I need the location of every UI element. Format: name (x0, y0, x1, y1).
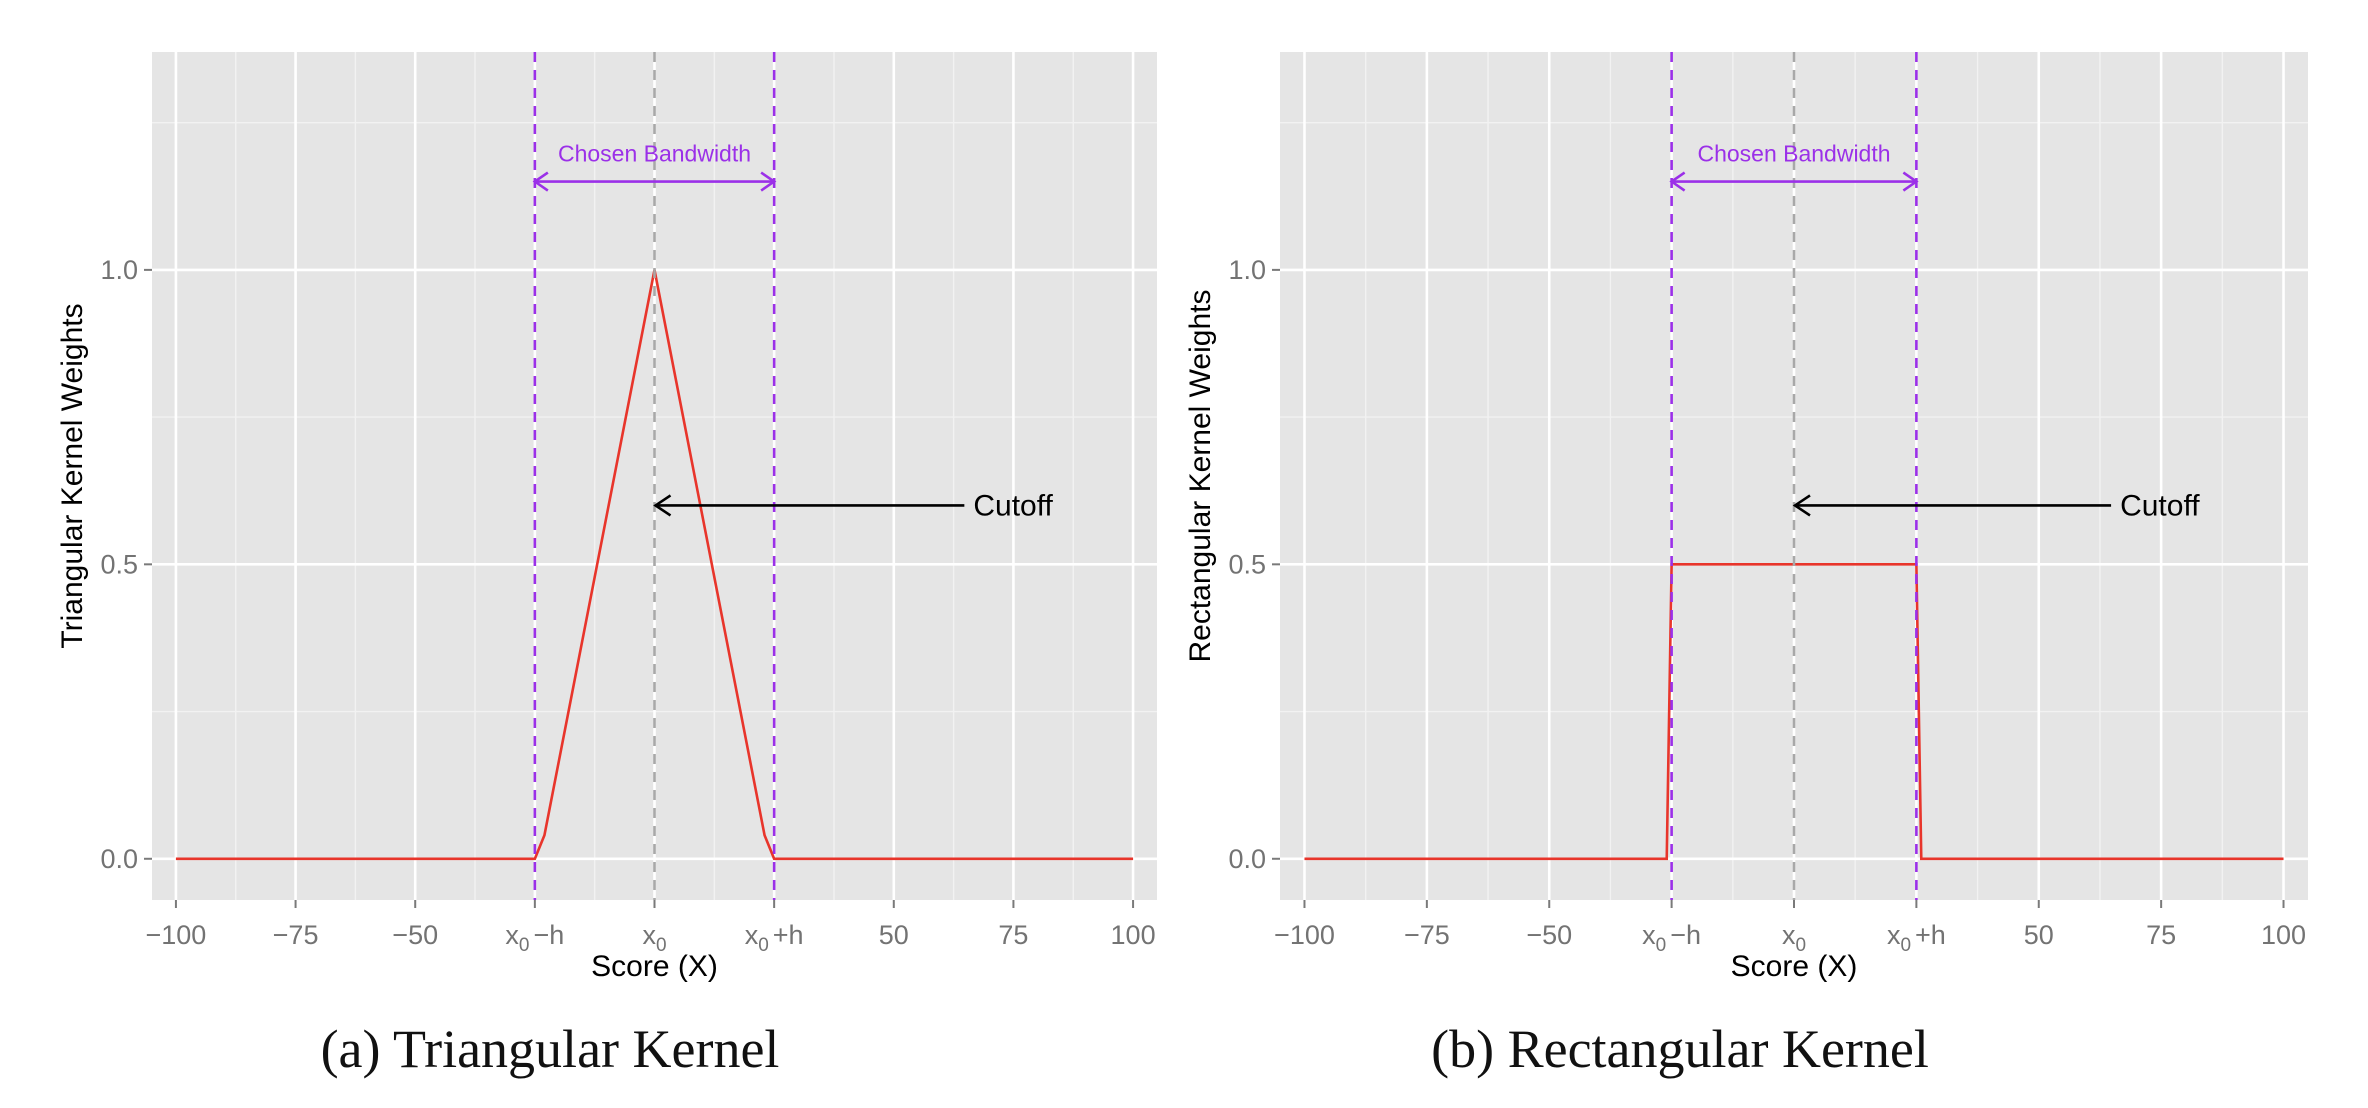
caption-triangular-kernel: (a) Triangular Kernel (320, 1019, 780, 1079)
panel-2-x-tick-label: −50 (1526, 920, 1572, 950)
panel-1-y-tick-label: 0.0 (100, 844, 138, 874)
panel-1-bandwidth-label: Chosen Bandwidth (558, 141, 751, 167)
panel-2-cutoff-arrowhead (1792, 494, 1811, 517)
panel-2-x-tick-label: x0 −h (1642, 920, 1701, 956)
panel-2-x-tick-label: −100 (1274, 920, 1335, 950)
panel-1-x-tick-label: 50 (879, 920, 909, 950)
panel-2-bandwidth-arrowhead-right (1902, 171, 1919, 192)
panel-2-x-tick-label: 50 (2024, 920, 2054, 950)
panel-2-x-tick-label: x0 +h (1887, 920, 1946, 956)
panel-1-y-axis-title: Triangular Kernel Weights (56, 303, 89, 648)
panel-2-y-tick-label: 0.5 (1228, 549, 1266, 579)
panel-2-y-tick-label: 1.0 (1228, 255, 1266, 285)
panel-2-cutoff-label: Cutoff (2120, 489, 2200, 522)
panel-2-x-axis-title: Score (X) (1731, 950, 1858, 983)
panel-2-y-tick-label: 0.0 (1228, 844, 1266, 874)
panel-1-cutoff-arrowhead (653, 494, 672, 517)
panel-1-x-tick-label: −50 (392, 920, 438, 950)
panel-1-bandwidth-arrowhead-left (532, 171, 549, 192)
panel-1-cutoff-label: Cutoff (973, 489, 1053, 522)
panel-1-x-tick-label: 100 (1111, 920, 1156, 950)
panel-1-group: −100 −75 −50 x0 −h x0 x0 +h 50 75 100 0.0 0.5 1.0 Scor… (56, 52, 1157, 983)
panel-1-bandwidth-arrowhead-right (760, 171, 777, 192)
panel-2-y-axis-title: Rectangular Kernel Weights (1184, 290, 1217, 663)
panel-1-x-axis-title: Score (X) (591, 950, 718, 983)
panel-1-x-tick-label: x0 −h (505, 920, 564, 956)
panel-1-x-tick-label: −100 (146, 920, 207, 950)
panel-2-x-tick-label: 75 (2146, 920, 2176, 950)
panel-1-x-tick-label: x0 +h (745, 920, 804, 956)
caption-rectangular-kernel: (b) Rectangular Kernel (1431, 1019, 1929, 1079)
panel-2-x-tick-label: 100 (2261, 920, 2306, 950)
panel-2-x-tick-label: −75 (1404, 920, 1450, 950)
panel-1-y-tick-label: 1.0 (100, 255, 138, 285)
panel-1-x-tick-label: x0 (642, 920, 666, 956)
panel-2-bandwidth-label: Chosen Bandwidth (1697, 141, 1890, 167)
panel-2-x-tick-label: x0 (1782, 920, 1806, 956)
panel-2-group: −100 −75 −50 x0 −h x0 x0 +h 50 75 100 0.0 0.5 1.0 Scor… (1184, 52, 2308, 983)
panel-2-bandwidth-arrowhead-left (1669, 171, 1686, 192)
panel-1-y-tick-label: 0.5 (100, 549, 138, 579)
panel-1-x-tick-label: −75 (273, 920, 319, 950)
panel-1-x-tick-label: 75 (998, 920, 1028, 950)
